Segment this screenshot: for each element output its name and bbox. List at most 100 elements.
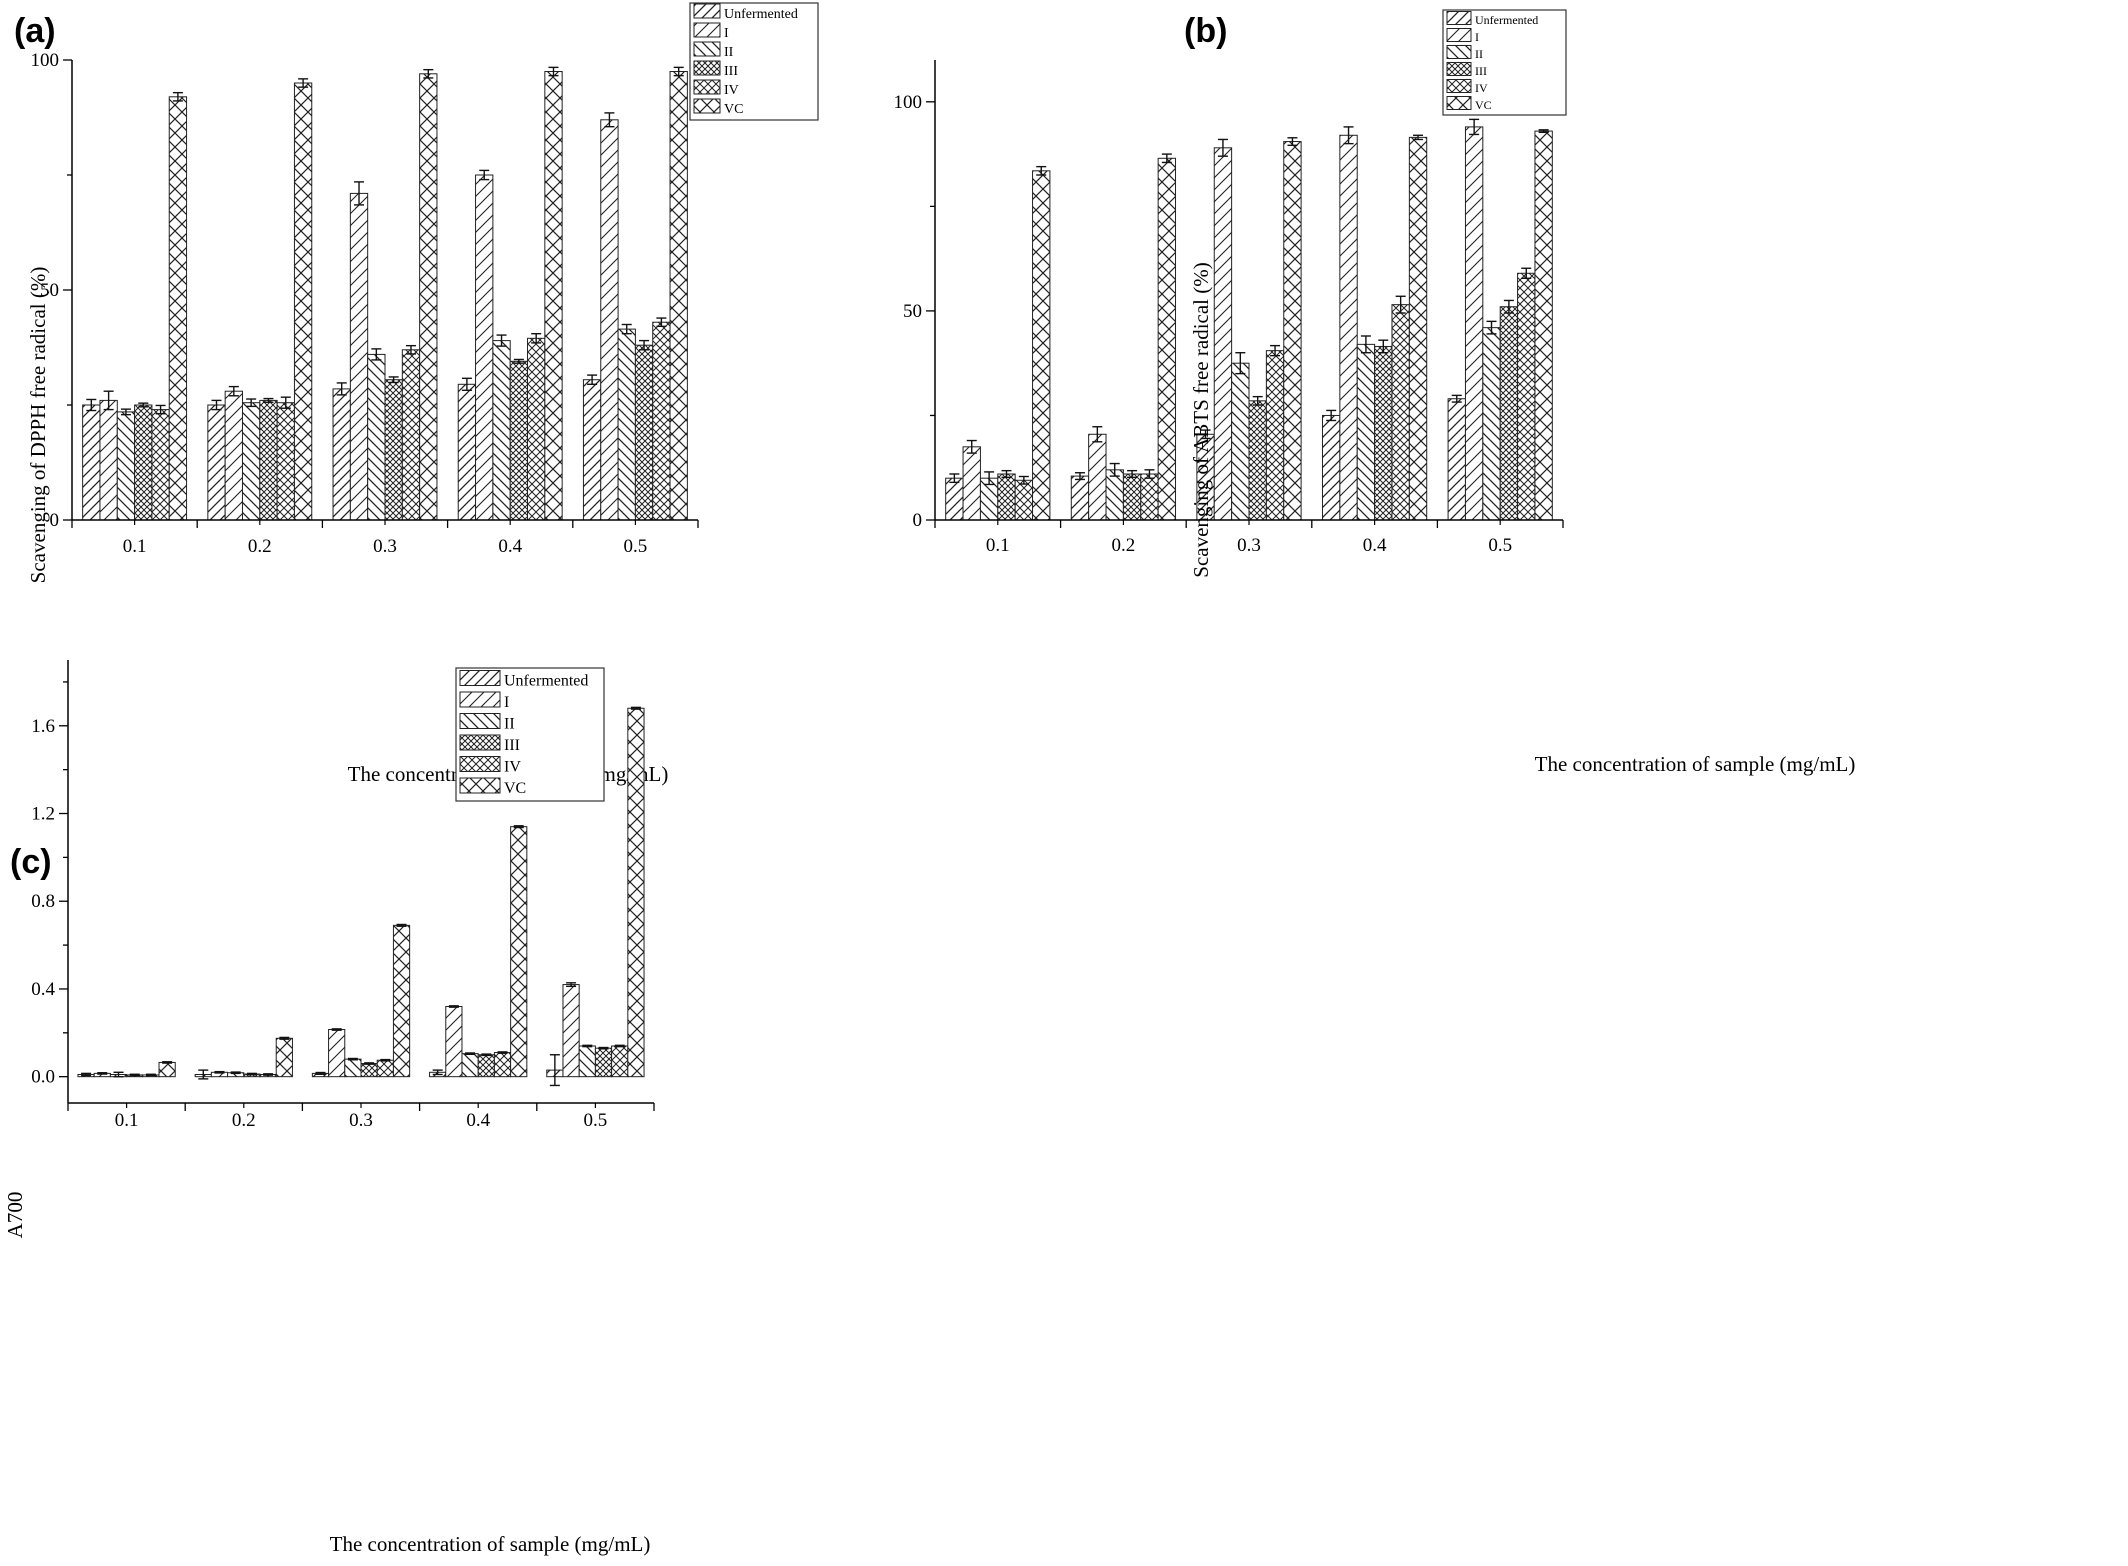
- panel-b-error-bar: [1395, 295, 1406, 314]
- panel-c-bar-vc-0-2: [275, 1037, 293, 1078]
- panel-b-error-bar: [1451, 394, 1462, 403]
- panel-b-error-bar: [1360, 335, 1371, 354]
- panel-b-bar-i-0-3: [1213, 147, 1233, 521]
- panel-b-bar-iv-0-1: [1014, 479, 1034, 521]
- panel-b-error-bar: [1161, 153, 1172, 164]
- panel-a-bar-unfermented-0-4: [457, 383, 477, 521]
- panel-c-error-bar: [246, 1072, 257, 1076]
- panel-c-error-bar: [566, 982, 577, 988]
- panel-b-bar-vc-0-5: [1534, 130, 1553, 521]
- panel-c-bar-i-0-3: [328, 1029, 346, 1078]
- panel-b-bar-vc-0-3: [1283, 141, 1302, 521]
- panel-c-legend-swatch-iv: [459, 756, 501, 772]
- panel-b-legend-swatch-ii: [1446, 45, 1472, 59]
- panel-b-x-tick-label: 0.3: [1237, 535, 1261, 556]
- panel-c-error-bar: [145, 1073, 156, 1077]
- panel-b-error-bar: [1503, 299, 1514, 314]
- panel-a-error-bar: [211, 399, 222, 411]
- panel-b-error-bar: [1127, 469, 1138, 479]
- panel-a-bar-ii-0-5: [617, 328, 636, 521]
- panel-b-error-bar: [1469, 118, 1480, 136]
- panel-a-error-bar: [263, 397, 274, 403]
- panel-c-legend-swatch-vc: [459, 777, 501, 794]
- panel-c-error-bar: [113, 1071, 124, 1078]
- panel-b-x-tick-label: 0.1: [986, 535, 1010, 556]
- panel-a-error-bar: [496, 334, 507, 347]
- panel-b-error-bar: [1378, 339, 1389, 354]
- panel-b-error-bar: [984, 471, 995, 486]
- panel-b-error-bar: [1144, 469, 1155, 479]
- panel-c-plot-area: 0.0 0.4 0.8 1.2 1.6 0.1 0.2 0.3 0.4 0.5: [31, 660, 655, 1131]
- panel-a-legend-label-ii: II: [724, 45, 734, 60]
- panel-c-error-bar: [162, 1061, 173, 1064]
- panel-a-error-bar: [656, 317, 667, 328]
- panel-a-bar-iii-0-2: [259, 399, 278, 521]
- panel-b-error-bar: [1252, 395, 1263, 406]
- panel-a-y-tick-label: 0: [50, 510, 60, 531]
- panel-c-error-bar: [432, 1069, 443, 1076]
- panel-a-bar-iii-0-3: [384, 379, 403, 521]
- panel-a-legend-swatch-iv: [693, 79, 721, 95]
- panel-c-bar-vc-0-3: [392, 924, 411, 1078]
- panel-a-error-bar: [138, 402, 149, 408]
- panel-a-error-bar: [86, 398, 97, 412]
- panel-b-legend-label-vc: VC: [1475, 98, 1492, 112]
- panel-b-bar-iv-0-5: [1517, 272, 1536, 521]
- panel-b-bar-vc-0-4: [1408, 136, 1428, 521]
- panel-a-legend-label-i: I: [724, 26, 729, 41]
- panel-b-bar-ii-0-3: [1231, 362, 1250, 521]
- panel-b-legend-label-iii: III: [1475, 64, 1487, 78]
- panel-a-error-bar: [336, 382, 347, 396]
- panel-a-y-tick-label: 100: [31, 50, 60, 71]
- panel-b-error-bar: [949, 473, 960, 484]
- panel-b-bar-iii-0-1: [997, 473, 1016, 521]
- panel-b-legend-label-unfermented: Unfermented: [1475, 13, 1538, 27]
- panel-a-bar-vc-0-1: [168, 96, 188, 521]
- panel-b-bar-i-0-4: [1339, 134, 1358, 521]
- panel-b-error-bar: [1287, 137, 1298, 147]
- panel-c-legend-swatch-iii: [459, 734, 501, 751]
- panel-c-legend-swatch-ii: [459, 713, 501, 729]
- panel-a-error-bar: [604, 112, 615, 128]
- panel-b-bar-ii-0-4: [1356, 343, 1376, 521]
- panel-c-error-bar: [598, 1046, 609, 1050]
- panel-a-bar-vc-0-3: [419, 73, 438, 521]
- panel-a-error-bar: [423, 68, 434, 79]
- panel-c-error-bar: [630, 706, 641, 710]
- panel-a-plot-area: 0 50 100 0.1 0.2 0.3 0.4 0.5: [31, 50, 699, 557]
- panel-a-x-tick-label: 0.3: [373, 536, 397, 557]
- panel-b-bar-iii-0-4: [1374, 345, 1393, 521]
- panel-b-error-bar: [1109, 462, 1120, 477]
- panel-a-bar-iii-0-1: [134, 404, 153, 521]
- panel-c-legend-label-unfermented: Unfermented: [504, 673, 588, 690]
- panel-c-bar-ii-0-3: [344, 1058, 362, 1078]
- panel-b-error-bar: [1036, 165, 1047, 176]
- panel-b-x-tick-label: 0.5: [1488, 535, 1512, 556]
- panel-b-error-bar: [1413, 134, 1424, 141]
- panel-a-legend-label-iv: IV: [724, 83, 739, 98]
- panel-b-bar-iv-0-2: [1140, 473, 1159, 521]
- panel-c-error-bar: [614, 1044, 625, 1048]
- panel-b-bar-unfermented-0-2: [1070, 475, 1090, 521]
- panel-c-bar-vc-0-5: [627, 707, 645, 1078]
- panel-b-error-bar: [966, 439, 977, 454]
- panel-b-error-bar: [1001, 469, 1012, 479]
- panel-c-y-tick-label: 0.4: [31, 979, 55, 1000]
- panel-c-legend-label-iii: III: [504, 737, 520, 754]
- panel-c-error-bar: [582, 1044, 593, 1048]
- panel-b-bar-vc-0-2: [1157, 157, 1177, 521]
- panel-b-error-bar: [1217, 138, 1228, 157]
- panel-b-error-bar: [1235, 352, 1246, 375]
- panel-c-bar-iii-0-3: [360, 1063, 378, 1078]
- panel-b-bar-iii-0-2: [1122, 473, 1142, 521]
- panel-a-x-tick-label: 0.4: [498, 536, 522, 557]
- panel-b-legend-swatch-unfermented: [1446, 11, 1472, 25]
- panel-b-bar-i-0-5: [1464, 126, 1484, 521]
- panel-b-bar-unfermented-0-4: [1321, 414, 1341, 521]
- panel-a-error-bar: [246, 398, 257, 408]
- panel-letter-c: (c): [10, 843, 52, 881]
- panel-b-error-bar: [1521, 267, 1532, 279]
- panel-c-y-axis-title: A700: [3, 1192, 27, 1239]
- panel-c-a700-chart: (c) 0.0 0.4 0.8 1.2 1.6 0.1 0.2 0.3 0.4 0.5 The c…: [3, 660, 655, 1556]
